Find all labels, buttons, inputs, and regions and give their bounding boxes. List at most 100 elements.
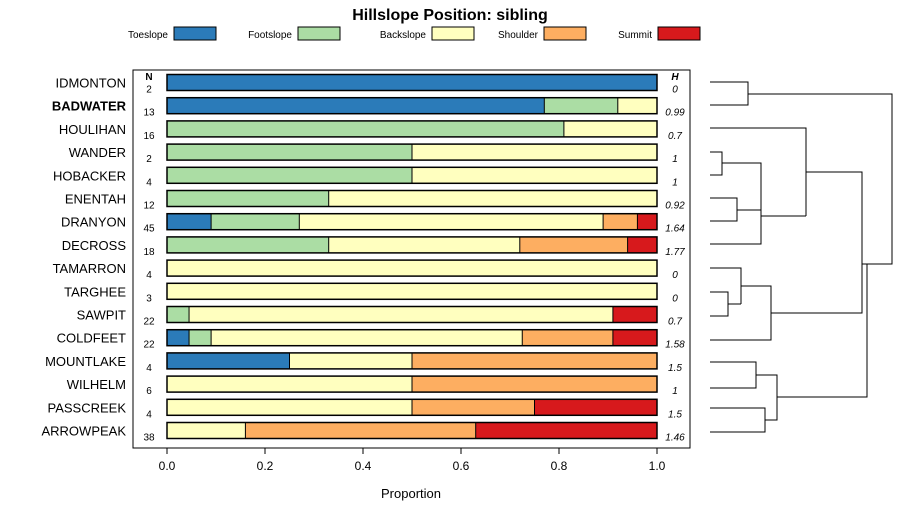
row-label: ENENTAH [65,192,126,207]
bar-outline [166,189,658,208]
n-value: 38 [143,433,155,444]
bar-outline [166,143,658,161]
bar-row-passcreek: PASSCREEK 4 1.5 [47,398,682,420]
dendro-branch [756,374,778,421]
dendro-branch [748,93,893,265]
h-value: 1.58 [665,340,685,351]
row-label: WILHELM [67,377,126,392]
bar-outline [166,305,658,324]
dendro-branch [710,407,766,433]
h-value: 0 [672,85,678,96]
bar-segment-backslope [289,352,412,369]
bar-outline [166,375,658,393]
n-value: 4 [146,409,152,420]
bar-segment-footslope [211,213,300,230]
n-value: 2 [146,85,152,96]
dendro-branch [777,263,868,398]
bar-segment-backslope [563,120,657,137]
bar-segment-toeslope [167,352,290,369]
n-value: 18 [143,247,155,258]
bar-segment-backslope [328,190,657,207]
bar-segment-shoulder [412,376,657,393]
dendrogram [710,81,893,433]
bar-segment-footslope [167,236,329,253]
bar-outline [166,282,658,301]
h-value: 0.92 [665,201,685,212]
bar-row-badwater: BADWATER 13 0.99 [52,96,685,119]
legend-swatch-toeslope [173,26,217,41]
row-label: MOUNTLAKE [45,354,126,369]
dendro-branch [710,361,757,389]
h-value: 1 [672,154,678,165]
row-label: IDMONTON [55,76,126,91]
bar-segment-toeslope [167,97,545,114]
dendro-branch [710,267,742,304]
h-value: 0.7 [668,317,682,328]
row-label: SAWPIT [77,308,126,323]
row-label: DRANYON [61,215,126,230]
bar-segment-footslope [167,306,190,323]
bar-row-targhee: TARGHEE 3 0 [64,282,678,304]
bar-segment-summit [627,236,657,253]
n-value: 3 [146,293,152,304]
bar-segment-toeslope [167,213,212,230]
bar-outline [166,421,658,440]
legend-swatch-backslope [431,26,475,41]
bar-segment-footslope [544,97,618,114]
n-value: 4 [146,177,152,188]
bar-outline [166,328,658,347]
row-label: HOULIHAN [59,122,126,137]
plot-frame [132,69,691,449]
bar-segment-footslope [167,120,564,137]
bar-segment-backslope [189,306,613,323]
legend-label-shoulder: Shoulder [498,30,539,41]
x-tick-label: 0.2 [257,459,274,473]
n-value: 4 [146,270,152,281]
x-tick-label: 0.4 [355,459,372,473]
bar-segment-summit [534,399,657,416]
bar-segment-shoulder [519,236,628,253]
x-tick-label: 0.8 [551,459,568,473]
row-label: PASSCREEK [47,400,126,415]
bar-row-dranyon: DRANYON 45 1.64 [61,212,685,235]
bar-outline [166,259,658,277]
bar-segment-shoulder [412,352,657,369]
chart-title: Hillslope Position: sibling [352,7,548,24]
legend-swatch-footslope [297,26,341,41]
row-label: DECROSS [62,238,127,253]
n-value: 6 [146,386,152,397]
h-value: 1.5 [668,363,682,374]
n-value: 12 [143,201,155,212]
bar-outline [166,73,658,92]
bar-outline [166,352,658,370]
bar-outline [166,398,658,417]
bar-outline [166,212,658,231]
x-axis-title: Proportion [381,486,441,501]
n-value: 4 [146,363,152,374]
row-label: WANDER [69,145,126,160]
bar-segment-shoulder [245,422,476,439]
dendro-branch [710,81,749,106]
n-value: 13 [143,108,155,119]
n-value: 45 [143,224,155,235]
dendro-branch [710,197,738,222]
dendro-branch [710,162,762,245]
h-value: 0 [672,270,678,281]
bar-segment-footslope [167,190,329,207]
legend-swatch-summit [657,26,701,41]
bar-segment-backslope [412,167,657,184]
bar-segment-footslope [189,329,212,346]
bar-row-coldfeet: COLDFEET 22 1.58 [57,328,685,351]
row-label: TARGHEE [64,284,126,299]
bar-row-hobacker: HOBACKER 4 1 [53,166,678,188]
bar-segment-toeslope [167,329,190,346]
bar-segment-backslope [167,422,246,439]
legend-label-summit: Summit [618,30,652,41]
bar-segment-backslope [328,236,520,253]
bar-outline [166,120,658,138]
h-value: 0.7 [668,131,682,142]
bar-row-mountlake: MOUNTLAKE 4 1.5 [45,352,682,374]
bar-outline [166,166,658,185]
